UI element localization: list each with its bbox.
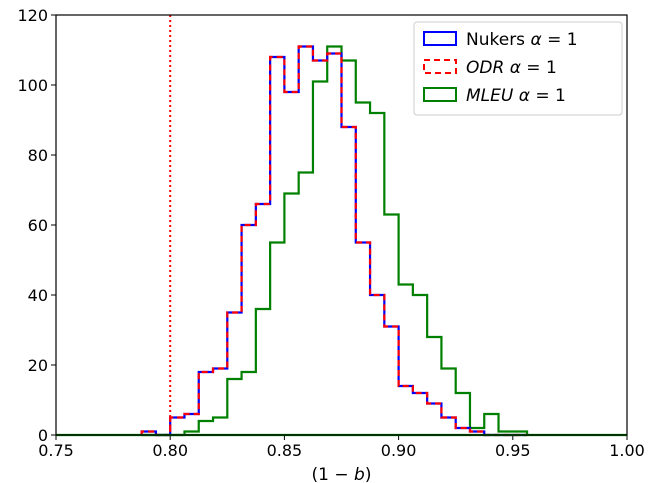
y-tick-label: 40: [28, 286, 48, 305]
y-tick-label: 120: [17, 6, 48, 25]
y-tick-label: 20: [28, 356, 48, 375]
y-tick-label: 80: [28, 146, 48, 165]
x-tick-label: 0.95: [495, 441, 531, 460]
legend-box: [413, 21, 623, 116]
plot-frame: [55, 14, 628, 436]
legend-swatch-mleu: [423, 87, 457, 102]
y-tick-label: 100: [17, 76, 48, 95]
legend-label-odr: ODR α = 1: [466, 58, 557, 78]
x-tick-label: 0.80: [152, 441, 188, 460]
axis-ticks: 0.75 0.80 0.85 0.90 0.95 1.00 0 20 40 60 80 100 120: [17, 6, 644, 460]
legend-label-mleu: MLEU α = 1: [466, 86, 566, 106]
legend-label-nukers: Nukers α = 1: [466, 30, 578, 50]
y-tick-label: 0: [38, 426, 48, 445]
x-tick-label: 0.85: [267, 441, 303, 460]
x-tick-label: 1.00: [609, 441, 645, 460]
legend-swatch-nukers: [423, 31, 457, 46]
legend: Nukers α = 1 ODR α = 1 MLEU α = 1: [413, 21, 623, 116]
series-odr-step: [140, 45, 528, 437]
legend-swatch-odr: [423, 59, 457, 74]
y-tick-label: 60: [28, 216, 48, 235]
x-axis-label: (1 − b): [312, 465, 372, 483]
x-tick-label: 0.90: [381, 441, 417, 460]
x-tick-label: 0.75: [38, 441, 74, 460]
